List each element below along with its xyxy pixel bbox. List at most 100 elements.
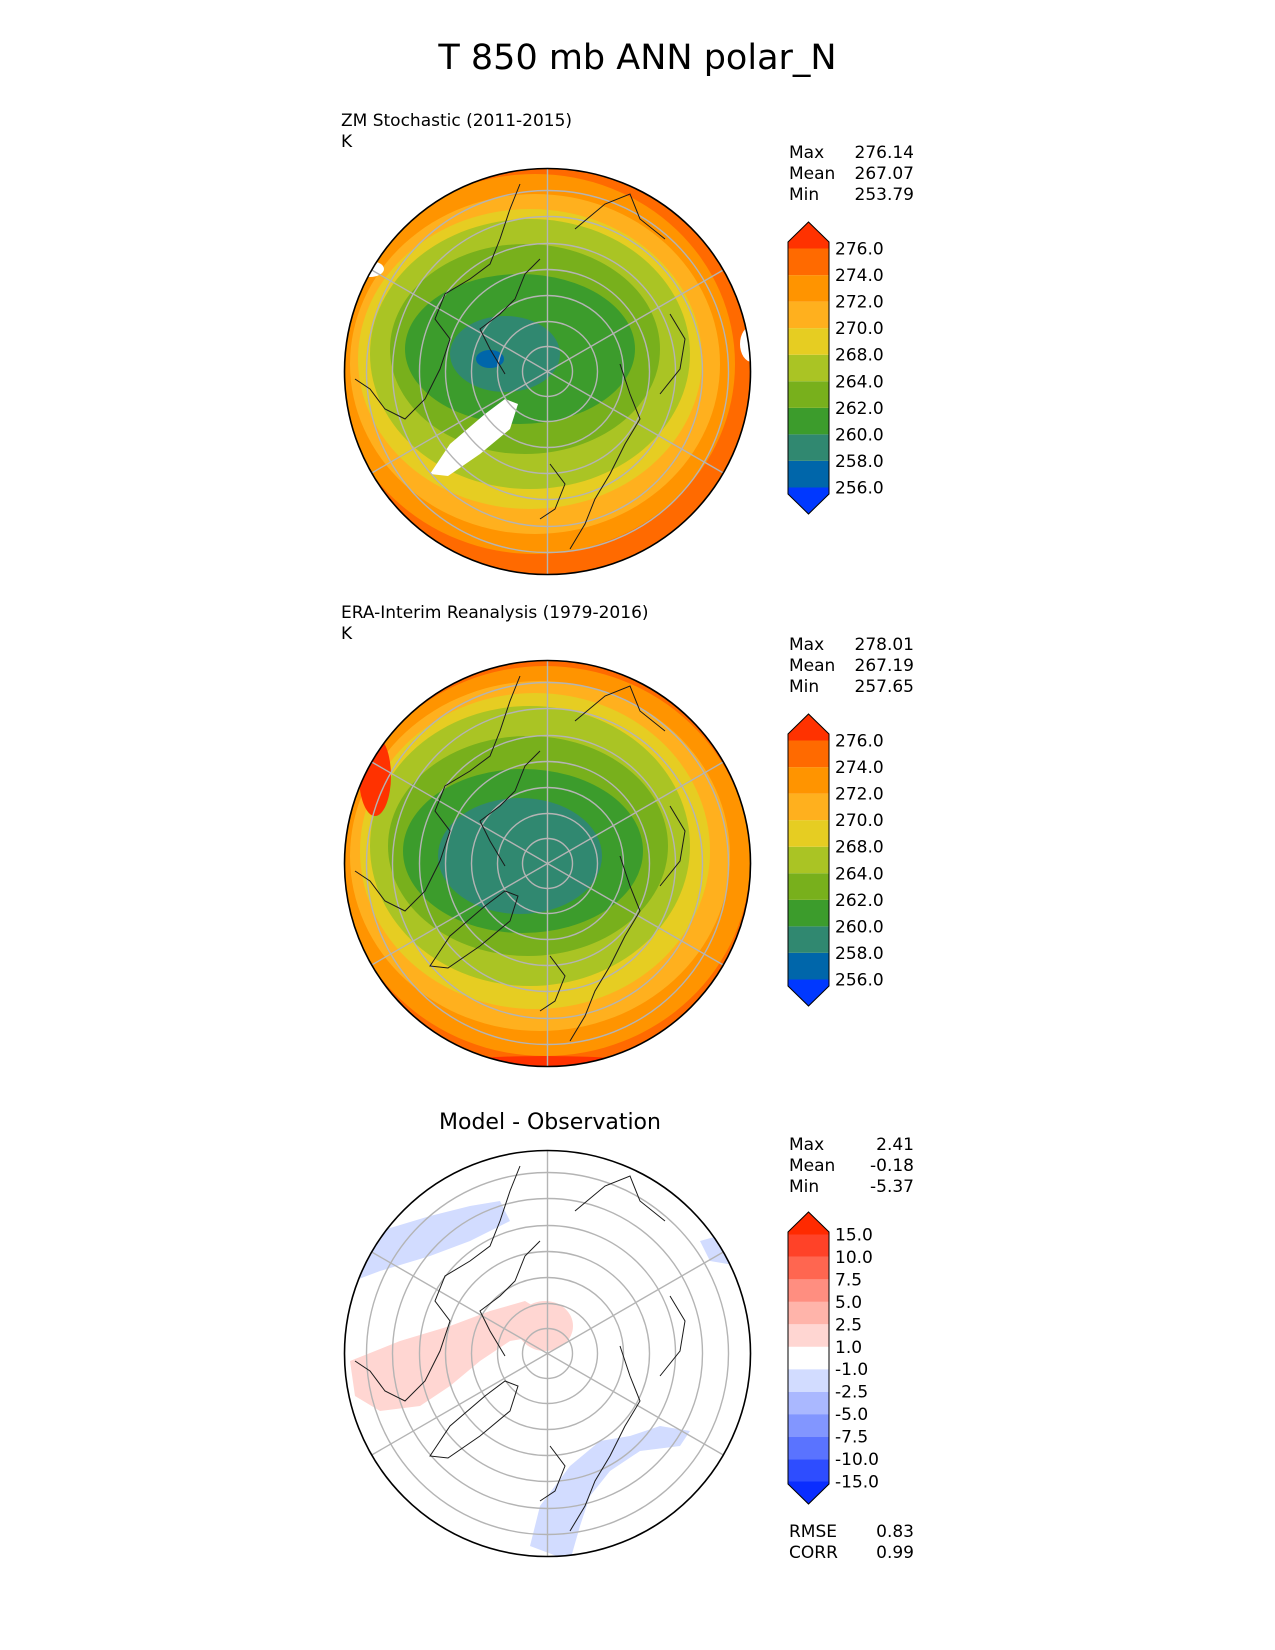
stat-value: 257.65 — [854, 677, 914, 697]
metrics-diff: RMSE 0.83 CORR 0.99 — [789, 1522, 914, 1564]
colorbar-segment — [788, 1234, 829, 1257]
colorbar-segment — [788, 381, 829, 408]
colorbar-tick-label: 2.5 — [835, 1315, 862, 1335]
colorbar-segment — [788, 1301, 829, 1325]
colorbar-diff: 15.0 10.07.5 5.02.5 1.0-1.0 -2.5-5.0 -7.5-10.… — [787, 1211, 879, 1505]
colorbar-segment — [788, 1324, 829, 1347]
stat-label: Max — [789, 1135, 825, 1155]
colorbar-segment — [788, 275, 829, 302]
colorbar-tick-label: 262.0 — [835, 399, 884, 419]
colorbar-segment — [788, 407, 829, 435]
metric-label: CORR — [789, 1543, 838, 1563]
stats-test: Max 276.14 Mean 267.07 Min 253.79 — [789, 143, 914, 206]
stat-label: Min — [789, 677, 820, 697]
colorbar-outline — [787, 221, 830, 515]
colorbar-tick-label: 272.0 — [835, 293, 884, 313]
colorbar-test: 276.0 274.0 272.0 270.0 268.0 264.0 262.0 260.0… — [787, 221, 884, 515]
colorbar-tick-label: 274.0 — [835, 266, 884, 286]
colorbar-tick-label: 258.0 — [835, 452, 884, 472]
stat-label: Min — [789, 185, 820, 205]
metric-value: 0.83 — [876, 1522, 914, 1542]
colorbar-tick-label: -10.0 — [835, 1450, 879, 1470]
colorbar-segment — [788, 1391, 829, 1415]
stats-diff: Max 2.41 Mean -0.18 Min -5.37 — [789, 1135, 914, 1198]
colorbar-segment — [788, 222, 829, 249]
colorbar-tick-label: -5.0 — [835, 1405, 868, 1425]
polar-map-test — [343, 167, 752, 576]
colorbar-tick-label: 276.0 — [835, 732, 884, 752]
panel-title-ref: ERA-Interim Reanalysis (1979-2016) K — [341, 603, 649, 645]
colorbar-segment — [788, 740, 829, 768]
colorbar-tick-label: 1.0 — [835, 1338, 862, 1358]
colorbar-segment — [788, 820, 829, 847]
colorbar-segment — [788, 767, 829, 794]
stat-label: Mean — [789, 1156, 836, 1176]
colorbar-tick-label: 256.0 — [835, 970, 884, 990]
colorbar-segment — [788, 434, 829, 461]
colorbar-segment — [788, 1436, 829, 1460]
colorbar-tick-label: 7.5 — [835, 1270, 862, 1290]
colorbar-segment — [788, 301, 829, 329]
colorbar-segment — [788, 248, 829, 276]
panel-title-text: ZM Stochastic (2011-2015) — [341, 111, 573, 131]
colorbar-segment — [788, 793, 829, 821]
stats-ref: Max 278.01 Mean 267.19 Min 257.65 — [789, 635, 914, 698]
figure-title: T 850 mb ANN polar_N — [438, 38, 837, 78]
stat-value: -0.18 — [870, 1156, 914, 1176]
stat-value: 278.01 — [854, 635, 914, 655]
colorbar-tick-label: 272.0 — [835, 785, 884, 805]
colorbar-tick-label: -2.5 — [835, 1383, 868, 1403]
colorbar-tick-label: -1.0 — [835, 1360, 868, 1380]
colorbar-segment — [788, 1369, 829, 1392]
colorbar-tick-label: 270.0 — [835, 811, 884, 831]
colorbar-ref: 276.0 274.0 272.0 270.0 268.0 264.0 262.0 260.0… — [787, 713, 884, 1007]
stat-label: Max — [789, 143, 825, 163]
stat-value: 267.07 — [854, 164, 914, 184]
colorbar-segment — [788, 328, 829, 355]
metric-label: RMSE — [789, 1522, 838, 1542]
stat-label: Mean — [789, 164, 836, 184]
colorbar-tick-label: 15.0 — [835, 1225, 873, 1245]
colorbar-segment — [788, 926, 829, 953]
metric-value: 0.99 — [876, 1543, 914, 1563]
colorbar-segment — [788, 487, 829, 514]
colorbar-tick-label: -7.5 — [835, 1428, 868, 1448]
colorbar-segment — [788, 1414, 829, 1437]
colorbar-segment — [788, 952, 829, 980]
colorbar-tick-label: 276.0 — [835, 240, 884, 260]
colorbar-tick-label: 268.0 — [835, 346, 884, 366]
colorbar-outline — [787, 1211, 830, 1505]
panel-units: K — [341, 132, 353, 152]
polar-map-ref — [343, 659, 752, 1068]
colorbar-segment — [788, 1279, 829, 1302]
colorbar-tick-label: -15.0 — [835, 1473, 879, 1493]
colorbar-segment — [788, 1346, 829, 1370]
colorbar-tick-label: 256.0 — [835, 478, 884, 498]
colorbar-tick-label: 268.0 — [835, 838, 884, 858]
colorbar-tick-label: 274.0 — [835, 758, 884, 778]
colorbar-tick-label: 264.0 — [835, 864, 884, 884]
colorbar-segment — [788, 1459, 829, 1482]
stat-label: Mean — [789, 656, 836, 676]
colorbar-segment — [788, 354, 829, 382]
stat-label: Max — [789, 635, 825, 655]
panel-title-test: ZM Stochastic (2011-2015) K — [341, 111, 572, 153]
colorbar-tick-label: 260.0 — [835, 917, 884, 937]
colorbar-tick-label: 10.0 — [835, 1248, 873, 1268]
colorbar-tick-label: 260.0 — [835, 425, 884, 445]
stat-value: -5.37 — [870, 1177, 914, 1197]
stat-value: 253.79 — [854, 185, 914, 205]
colorbar-outline — [787, 713, 830, 1007]
colorbar-tick-label: 258.0 — [835, 944, 884, 964]
colorbar-tick-label: 262.0 — [835, 891, 884, 911]
diff-panel-title: Model - Observation — [439, 1110, 661, 1135]
colorbar-tick-label: 5.0 — [835, 1293, 862, 1313]
colorbar-segment — [788, 1481, 829, 1504]
colorbar-tick-label: 264.0 — [835, 372, 884, 392]
stat-label: Min — [789, 1177, 820, 1197]
colorbar-tick-label: 270.0 — [835, 319, 884, 339]
stat-value: 276.14 — [854, 143, 914, 163]
colorbar-segment — [788, 846, 829, 874]
colorbar-segment — [788, 460, 829, 488]
colorbar-segment — [788, 979, 829, 1006]
